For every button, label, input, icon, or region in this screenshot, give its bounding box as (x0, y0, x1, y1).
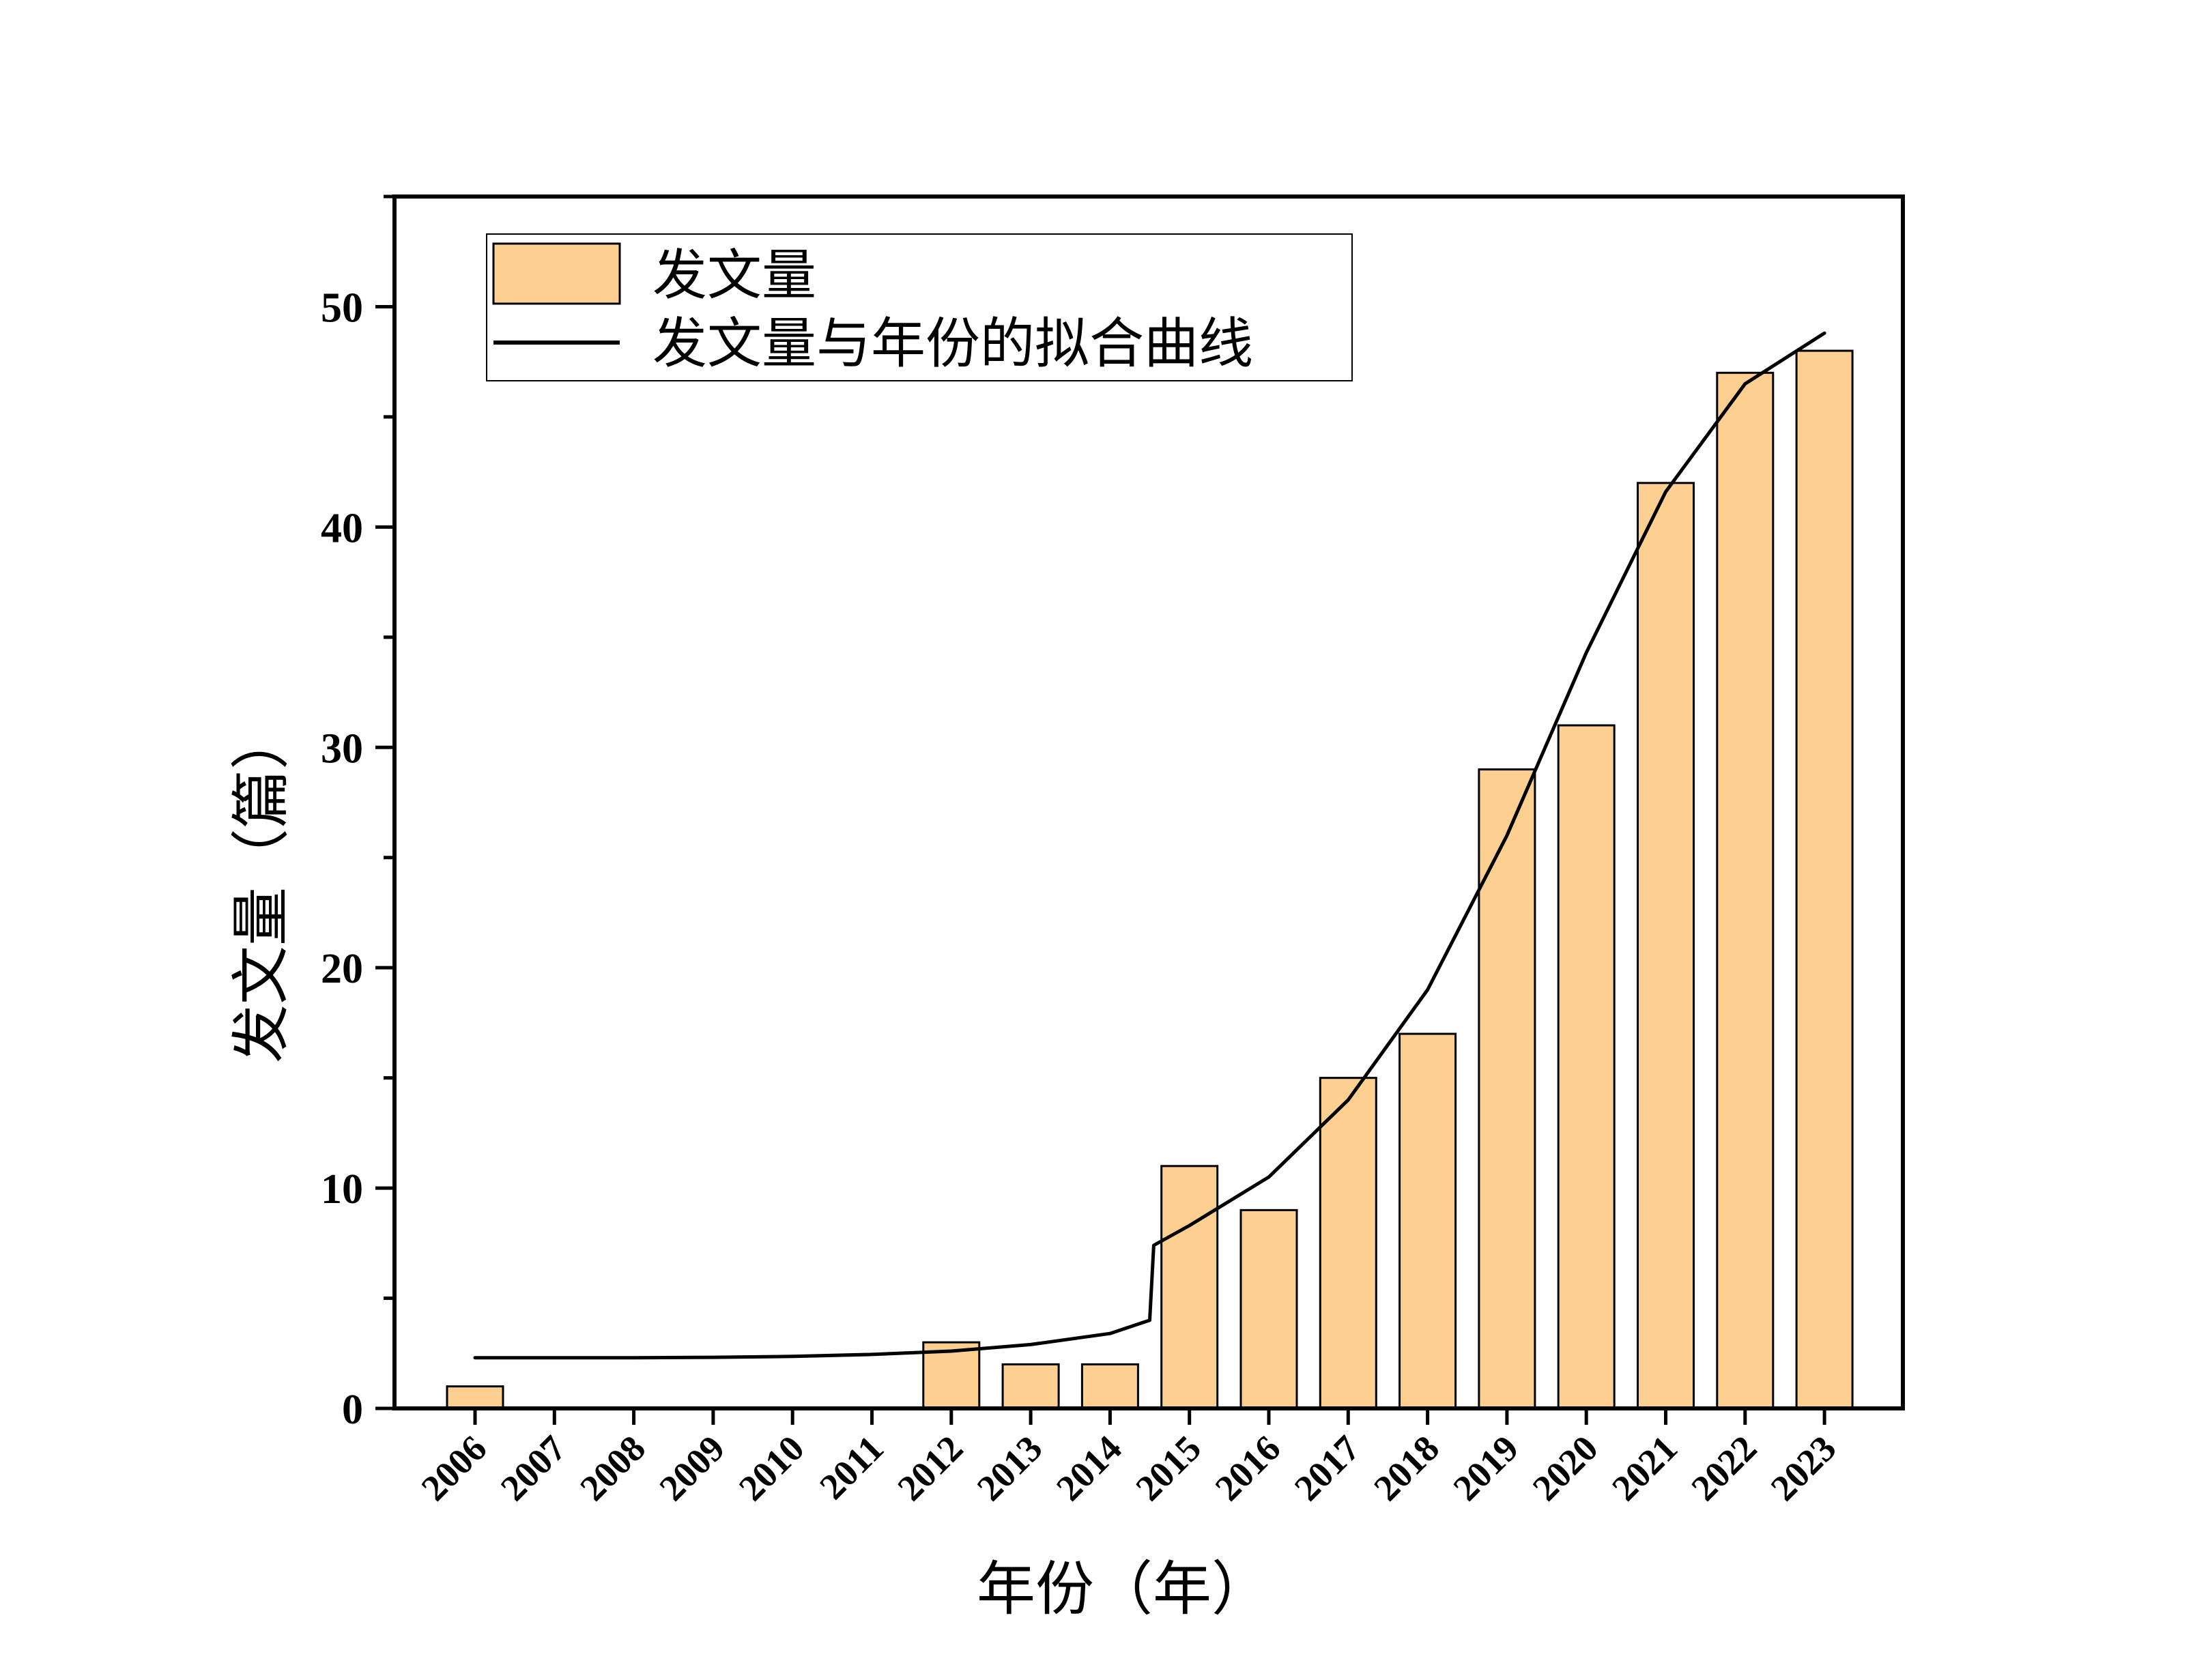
x-tick-label-2018: 2018 (1366, 1428, 1447, 1509)
y-tick-label-50: 50 (321, 285, 363, 331)
bars-layer (446, 349, 1854, 1410)
x-tick-label-2021: 2021 (1604, 1428, 1685, 1509)
x-tick-label-2023: 2023 (1763, 1428, 1844, 1509)
x-tick-label-2009: 2009 (652, 1428, 733, 1509)
y-tick-label-0: 0 (342, 1387, 363, 1433)
bar-2022 (1716, 371, 1775, 1410)
x-tick-label-2015: 2015 (1128, 1428, 1209, 1509)
bar-2023 (1795, 349, 1854, 1410)
line-layer (473, 331, 1826, 1360)
legend-label-bar: 发文量 (652, 244, 816, 307)
y-tick-label-20: 20 (321, 946, 363, 992)
y-tick-labels: 0 10 20 30 40 50 (321, 285, 363, 1433)
y-tick-label-10: 10 (321, 1166, 363, 1213)
plot-frame (392, 194, 1905, 1410)
fit-curve (473, 331, 1826, 1360)
x-tick-label-2008: 2008 (572, 1428, 653, 1509)
bar-2018 (1398, 1032, 1457, 1410)
bar-2021 (1637, 482, 1695, 1410)
axes-layer (375, 194, 1905, 1425)
x-tick-label-2010: 2010 (731, 1428, 812, 1509)
bar-2015 (1160, 1165, 1219, 1410)
x-tick-label-2007: 2007 (493, 1428, 574, 1509)
x-tick-label-2006: 2006 (414, 1428, 495, 1509)
y-axis-title: 发文量（篇） (227, 711, 296, 1063)
bar-2013 (1001, 1363, 1060, 1410)
bar-2006 (446, 1385, 504, 1410)
bar-2014 (1080, 1363, 1139, 1410)
x-tick-label-2022: 2022 (1683, 1428, 1764, 1509)
legend-label-line: 发文量与年份的拟合曲线 (652, 312, 1253, 375)
bar-2019 (1478, 768, 1536, 1410)
bar-2020 (1557, 724, 1616, 1410)
y-tick-label-30: 30 (321, 725, 363, 772)
x-tick-label-2019: 2019 (1446, 1428, 1527, 1509)
x-tick-label-2014: 2014 (1048, 1428, 1130, 1509)
legend: 发文量 发文量与年份的拟合曲线 (486, 233, 1353, 381)
x-tick-label-2012: 2012 (889, 1428, 971, 1509)
x-tick-label-2013: 2013 (969, 1428, 1050, 1509)
x-tick-label-2016: 2016 (1207, 1428, 1289, 1509)
x-tick-label-2017: 2017 (1287, 1428, 1368, 1509)
x-axis-title: 年份（年） (977, 1555, 1270, 1623)
legend-box (486, 233, 1353, 381)
y-tick-label-40: 40 (321, 505, 363, 551)
bar-2016 (1239, 1208, 1298, 1410)
x-tick-label-2020: 2020 (1525, 1428, 1606, 1509)
legend-swatch-bar (492, 242, 621, 305)
x-tick-label-2011: 2011 (812, 1428, 891, 1507)
bar-2017 (1319, 1077, 1377, 1410)
